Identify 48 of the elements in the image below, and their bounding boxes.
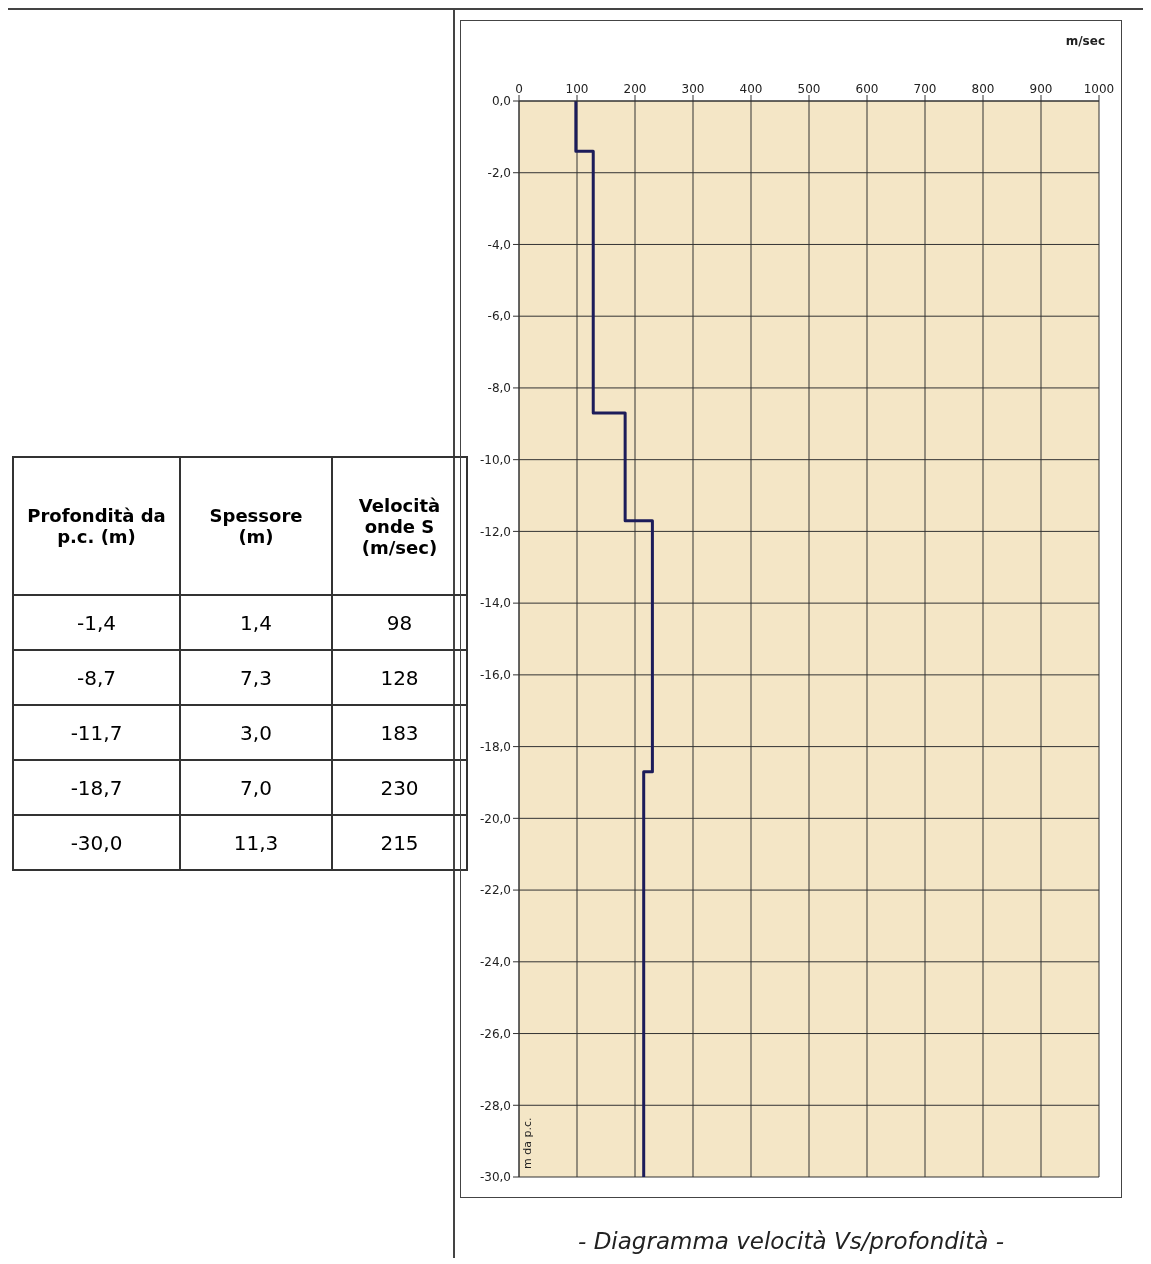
y-tick-label: -12,0 <box>479 524 511 539</box>
text: 230 <box>380 775 419 800</box>
category-label: Velocità onde S (m/sec) <box>332 457 467 595</box>
text: 215 <box>380 830 419 855</box>
y-tick-label: -2,0 <box>487 165 511 180</box>
x-tick-label: 500 <box>797 82 821 96</box>
text: 183 <box>380 720 419 745</box>
x-tick-label: 300 <box>681 82 705 96</box>
x-tick-label: 600 <box>855 82 879 96</box>
y-tick-label: 0,0 <box>491 94 511 109</box>
text: - Diagramma velocità Vs/profondità - <box>577 1228 1005 1254</box>
x-tick-label: 900 <box>1029 82 1053 96</box>
y-tick-label: -4,0 <box>487 237 511 252</box>
x-tick-label: 400 <box>739 82 763 96</box>
x-tick-label: 0 <box>515 82 523 96</box>
text: -30,0 <box>70 830 123 855</box>
y-tick-label: -6,0 <box>487 309 511 324</box>
x-tick-label: 700 <box>913 82 937 96</box>
text: -8,7 <box>76 665 117 690</box>
y-tick-label: -26,0 <box>479 1026 511 1041</box>
x-tick-label: 1000 <box>1083 82 1115 96</box>
text: 1,4 <box>240 610 272 635</box>
y-tick-label: -30,0 <box>479 1170 511 1185</box>
x-axis-title: m/sec <box>1065 34 1105 48</box>
y-tick-label: -20,0 <box>479 811 511 826</box>
text: -1,4 <box>76 610 117 635</box>
y-tick-label: -8,0 <box>487 381 511 396</box>
text: -18,7 <box>70 775 123 800</box>
y-tick-label: -24,0 <box>479 955 511 970</box>
text: 3,0 <box>240 720 272 745</box>
text: 98 <box>386 610 413 635</box>
y-tick-label: -10,0 <box>479 452 511 467</box>
x-tick-label: 200 <box>623 82 647 96</box>
text: 7,0 <box>240 775 272 800</box>
x-tick-label: 800 <box>971 82 995 96</box>
text: 7,3 <box>240 665 272 690</box>
text: 128 <box>380 665 419 690</box>
y-tick-label: -28,0 <box>479 1098 511 1113</box>
category-label: Spessore (m) <box>180 457 332 595</box>
y-tick-label: -18,0 <box>479 739 511 754</box>
text: 11,3 <box>233 830 279 855</box>
y-tick-label: -16,0 <box>479 668 511 683</box>
y-axis-title: m da p.c. <box>521 1117 534 1169</box>
y-tick-label: -14,0 <box>479 596 511 611</box>
text: -11,7 <box>70 720 123 745</box>
y-tick-label: -22,0 <box>479 883 511 898</box>
category-label: Profondità da p.c. (m) <box>13 457 180 595</box>
x-tick-label: 100 <box>565 82 589 96</box>
